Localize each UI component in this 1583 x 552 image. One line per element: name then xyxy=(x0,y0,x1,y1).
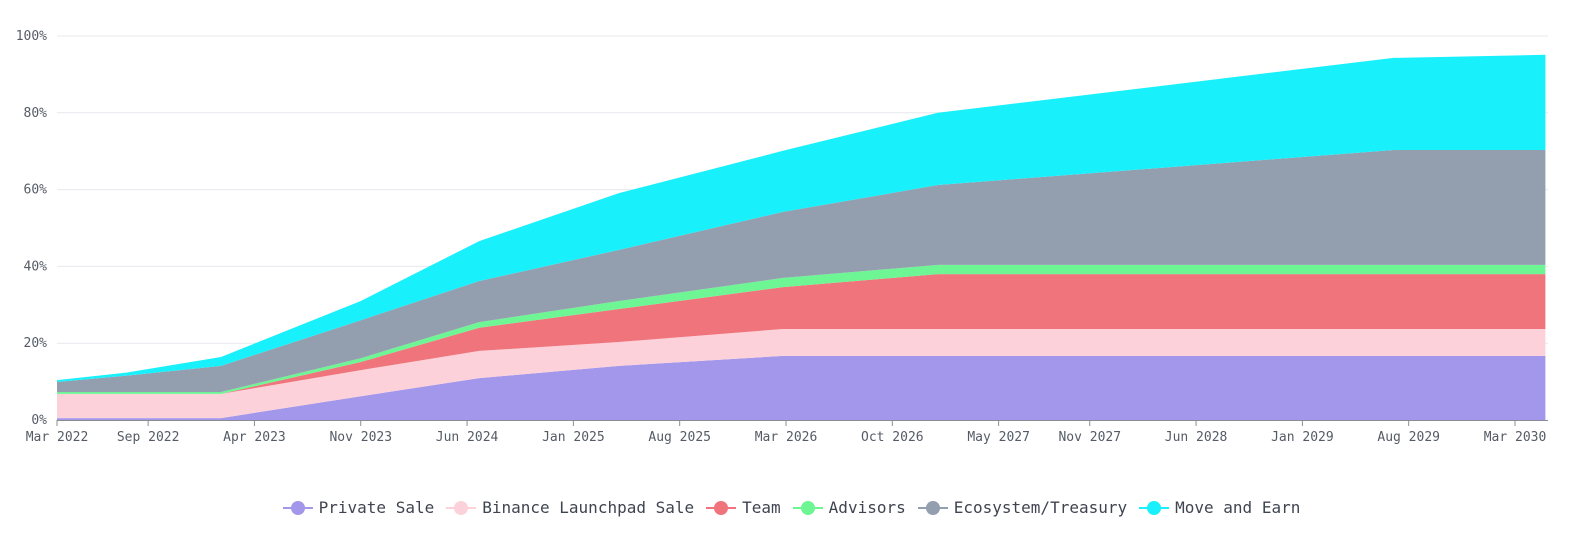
area-series xyxy=(57,54,1546,420)
legend-item-ecosystem-treasury[interactable]: Ecosystem/Treasury xyxy=(917,498,1128,517)
x-tick-label: Nov 2027 xyxy=(1058,430,1121,445)
x-tick-label: May 2027 xyxy=(967,430,1030,445)
x-tick-label: Nov 2023 xyxy=(329,430,392,445)
x-tick-label: Aug 2025 xyxy=(648,430,711,445)
legend-marker-icon xyxy=(917,500,948,515)
x-tick-label: Mar 2030 xyxy=(1484,430,1547,445)
legend-label: Move and Earn xyxy=(1175,498,1301,517)
area-ecosystem-treasury xyxy=(57,150,1546,392)
x-tick-label: Mar 2026 xyxy=(755,430,818,445)
y-tick-label: 40% xyxy=(24,259,48,274)
area-move-and-earn xyxy=(57,54,1546,383)
x-tick-label: Aug 2029 xyxy=(1377,430,1440,445)
y-tick-label: 20% xyxy=(24,336,48,351)
y-tick-label: 100% xyxy=(16,29,47,44)
legend-label: Binance Launchpad Sale xyxy=(482,498,695,517)
legend-marker-icon xyxy=(792,500,823,515)
x-tick-label: Mar 2022 xyxy=(26,430,89,445)
legend-label: Advisors xyxy=(828,498,906,517)
legend: Private Sale Binance Launchpad Sale Team… xyxy=(0,498,1583,517)
legend-item-binance-launchpad-sale[interactable]: Binance Launchpad Sale xyxy=(446,498,694,517)
vesting-area-chart: Mar 2022 Sep 2022 Apr 2023 Nov 2023 Jun 2024… xyxy=(16,29,1548,445)
legend-marker-icon xyxy=(1139,500,1170,515)
legend-item-move-and-earn[interactable]: Move and Earn xyxy=(1139,498,1300,517)
y-tick-label: 60% xyxy=(24,183,48,198)
legend-marker-icon xyxy=(706,500,737,515)
x-tick-label: Jan 2029 xyxy=(1271,430,1334,445)
x-tick-label: Jun 2028 xyxy=(1165,430,1228,445)
y-tick-label: 80% xyxy=(24,106,48,121)
legend-label: Team xyxy=(742,498,781,517)
area-private-sale xyxy=(57,355,1546,420)
area-team xyxy=(57,274,1546,394)
legend-item-advisors[interactable]: Advisors xyxy=(792,498,906,517)
legend-item-private-sale[interactable]: Private Sale xyxy=(282,498,435,517)
x-tick-label: Jun 2024 xyxy=(436,430,499,445)
y-axis: 0% 20% 40% 60% 80% 100% xyxy=(16,29,47,428)
x-axis: Mar 2022 Sep 2022 Apr 2023 Nov 2023 Jun 2024… xyxy=(26,420,1548,445)
legend-label: Private Sale xyxy=(318,498,435,517)
x-tick-label: Sep 2022 xyxy=(117,430,180,445)
legend-item-team[interactable]: Team xyxy=(706,498,781,517)
area-binance-launchpad-sale xyxy=(57,329,1546,419)
legend-label: Ecosystem/Treasury xyxy=(953,498,1128,517)
legend-marker-icon xyxy=(446,500,477,515)
y-tick-label: 0% xyxy=(31,413,47,428)
x-tick-label: Jan 2025 xyxy=(542,430,605,445)
x-tick-label: Apr 2023 xyxy=(223,430,286,445)
x-tick-label: Oct 2026 xyxy=(861,430,924,445)
legend-marker-icon xyxy=(282,500,313,515)
